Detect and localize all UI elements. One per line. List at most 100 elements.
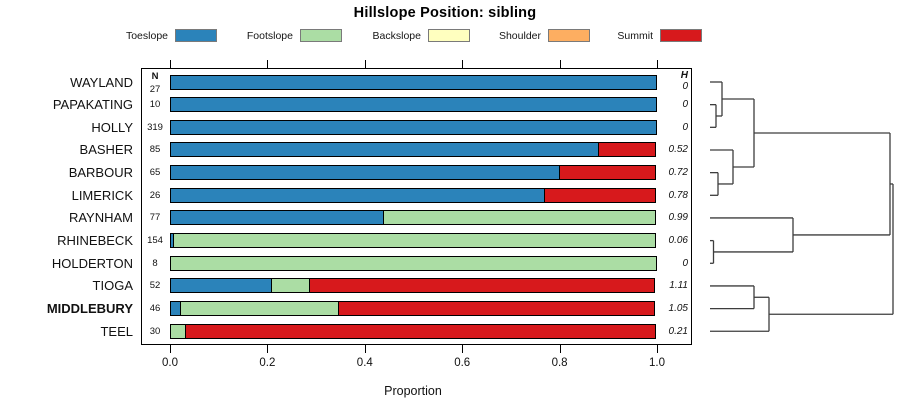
h-value: 0.99 <box>668 212 688 224</box>
series-label: MIDDLEBURY <box>46 301 133 317</box>
axis-tick-label: 0.6 <box>454 357 471 369</box>
chart-title: Hillslope Position: sibling <box>353 5 537 21</box>
stacked-bar <box>170 74 657 90</box>
series-label: RHINEBECK <box>57 233 133 249</box>
series-label: BARBOUR <box>68 165 133 181</box>
legend-item-label: Backslope <box>372 29 421 42</box>
legend-item-label: Footslope <box>246 29 293 42</box>
stacked-bar <box>170 165 657 181</box>
bar-segment-summit <box>338 301 655 317</box>
bar-segment-footslope <box>172 233 656 249</box>
axis-tick-label: 1.0 <box>649 357 665 369</box>
bar-segment-footslope <box>383 210 656 226</box>
h-value: 0.21 <box>668 325 688 337</box>
n-value: 10 <box>149 99 161 111</box>
legend-item-label: Summit <box>617 29 653 42</box>
axis-tick <box>657 60 658 68</box>
series-label: HOLLY <box>91 119 133 135</box>
n-value: 26 <box>149 189 161 201</box>
legend-item: Backslope <box>373 27 470 44</box>
legend-swatch <box>548 29 590 42</box>
legend-swatch <box>175 29 217 42</box>
axis-tick <box>462 60 464 68</box>
n-value: 52 <box>149 280 161 292</box>
stacked-bar <box>170 210 657 226</box>
axis-tick-label: 0.4 <box>356 357 373 369</box>
series-label: BASHER <box>79 142 133 158</box>
series-label: TEEL <box>100 323 133 339</box>
axis-tick <box>559 345 561 353</box>
legend-swatch <box>660 29 702 42</box>
h-column-header: H <box>680 69 688 81</box>
axis-tick <box>657 345 658 353</box>
stacked-bar <box>170 142 657 158</box>
stacked-bar <box>170 278 657 294</box>
h-value: 0.52 <box>668 144 688 156</box>
x-axis-title: Proportion <box>384 384 442 398</box>
axis-tick-label: 0.2 <box>259 357 276 369</box>
legend-item-label: Shoulder <box>498 29 541 42</box>
axis-tick <box>364 60 366 68</box>
n-value: 8 <box>152 257 158 269</box>
bar-segment-toeslope <box>170 97 657 113</box>
stacked-bar <box>170 233 657 249</box>
bar-segment-footslope <box>170 323 187 339</box>
bar-segment-toeslope <box>170 165 560 181</box>
bar-segment-toeslope <box>170 142 599 158</box>
legend-swatch <box>300 29 342 42</box>
axis-tick <box>364 345 366 353</box>
series-label: PAPAKATING <box>52 97 133 113</box>
axis-tick-label: 0.8 <box>551 357 568 369</box>
n-value: 319 <box>147 121 163 133</box>
legend-item-label: Toeslope <box>125 29 168 42</box>
h-value: 0 <box>682 121 688 133</box>
series-label: HOLDERTON <box>51 255 133 271</box>
series-label: RAYNHAM <box>68 210 133 226</box>
stacked-bar <box>170 97 657 113</box>
n-value: 46 <box>149 303 161 315</box>
legend-swatch <box>428 29 470 42</box>
h-value: 0.06 <box>668 235 688 247</box>
axis-tick <box>462 345 464 353</box>
axis-tick <box>267 60 269 68</box>
n-value: 65 <box>149 167 161 179</box>
bar-segment-summit <box>185 323 656 339</box>
series-label: TIOGA <box>92 278 133 294</box>
bar-segment-footslope <box>170 255 657 271</box>
h-value: 0 <box>682 99 688 111</box>
axis-tick <box>267 345 269 353</box>
legend-item: Summit <box>617 27 702 44</box>
dendrogram <box>710 81 894 332</box>
bar-segment-footslope <box>179 301 340 317</box>
bar-segment-toeslope <box>170 119 657 135</box>
bar-segment-summit <box>558 165 656 181</box>
h-value: 1.05 <box>668 303 688 315</box>
h-value: 0 <box>682 80 688 92</box>
n-column-header: N <box>151 70 159 82</box>
axis-tick <box>170 345 171 353</box>
n-value: 77 <box>149 212 161 224</box>
h-value: 0.78 <box>668 189 688 201</box>
bar-segment-summit <box>597 142 656 158</box>
bar-segment-footslope <box>271 278 311 294</box>
plot-area <box>141 68 692 345</box>
legend-item: Toeslope <box>126 27 217 44</box>
stacked-bar <box>170 187 657 203</box>
stacked-bar <box>170 323 657 339</box>
h-value: 1.11 <box>669 280 688 292</box>
series-label: WAYLAND <box>70 74 133 90</box>
bar-segment-summit <box>309 278 655 294</box>
n-value: 27 <box>149 83 161 95</box>
n-value: 30 <box>149 325 161 337</box>
n-value: 85 <box>149 144 161 156</box>
bar-segment-toeslope <box>170 278 273 294</box>
stacked-bar <box>170 255 657 271</box>
axis-tick <box>559 60 561 68</box>
axis-tick-label: 0.0 <box>162 357 178 369</box>
stacked-bar <box>170 119 657 135</box>
n-value: 154 <box>147 235 163 247</box>
bar-segment-toeslope <box>170 210 385 226</box>
bar-segment-summit <box>543 187 656 203</box>
legend-item: Shoulder <box>499 27 590 44</box>
